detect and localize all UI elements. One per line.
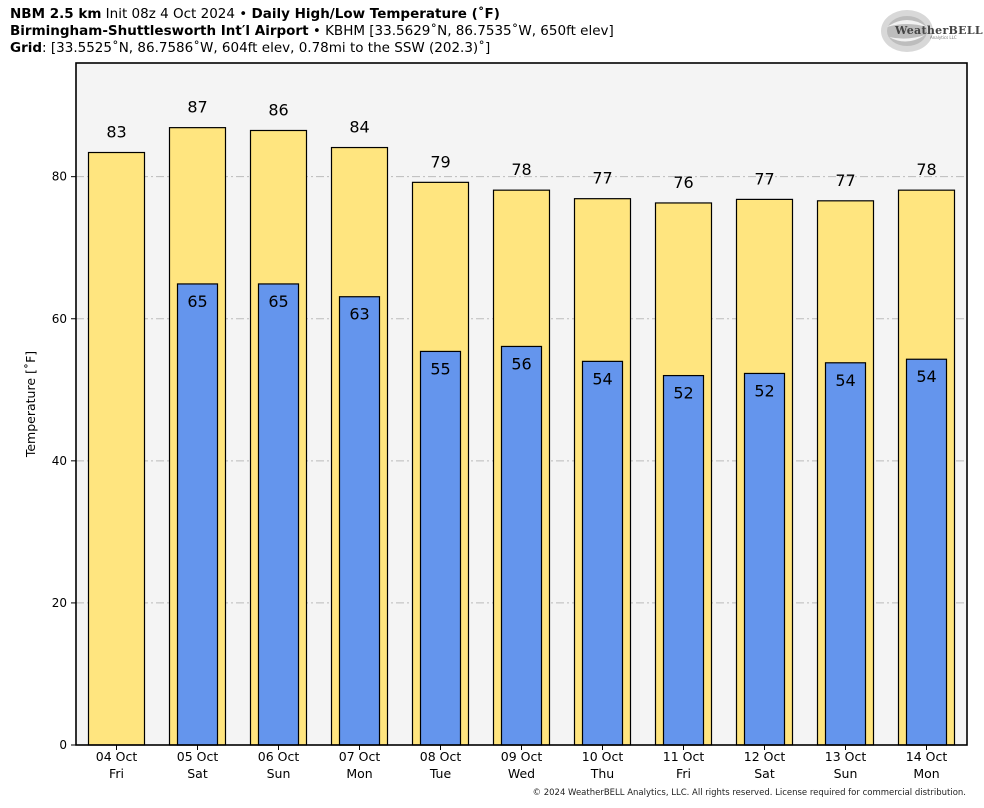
model-name: NBM 2.5 km <box>10 6 102 22</box>
x-tick-label-date: 04 Oct <box>96 749 138 764</box>
high-value-label: 77 <box>592 169 612 188</box>
high-value-label: 83 <box>106 123 126 142</box>
x-tick-label-date: 13 Oct <box>825 749 867 764</box>
x-tick-label-date: 05 Oct <box>177 749 219 764</box>
high-value-label: 87 <box>187 98 207 117</box>
low-value-label: 63 <box>349 305 369 324</box>
product-title: Daily High/Low Temperature (˚F) <box>251 6 500 22</box>
x-tick-label-day: Sat <box>187 766 208 781</box>
x-tick-label-date: 14 Oct <box>906 749 948 764</box>
low-value-label: 54 <box>592 369 612 388</box>
low-value-label: 52 <box>754 381 774 400</box>
low-bar <box>581 360 624 746</box>
high-value-label: 86 <box>268 100 288 119</box>
x-tick-label-day: Fri <box>109 766 124 781</box>
x-tick-label-day: Fri <box>676 766 691 781</box>
low-bar <box>743 372 786 746</box>
title-line-3: Grid: [33.5525˚N, 86.7586˚W, 604ft elev,… <box>10 40 490 57</box>
high-value-label: 78 <box>916 160 936 179</box>
low-bar <box>500 345 543 746</box>
x-tick-label-date: 08 Oct <box>420 749 462 764</box>
x-tick-label-date: 09 Oct <box>501 749 543 764</box>
y-tick-label: 80 <box>52 170 67 184</box>
low-bar <box>257 283 300 746</box>
x-tick-label-day: Sun <box>267 766 291 781</box>
station-name: Birmingham-Shuttlesworth Int′l Airport <box>10 23 309 39</box>
x-tick-label-day: Thu <box>590 766 614 781</box>
low-bar <box>176 283 219 746</box>
x-tick-label-day: Sun <box>834 766 858 781</box>
logo-subtext: Analytics LLC <box>930 35 957 40</box>
y-tick-label: 40 <box>52 454 67 468</box>
plot-frame <box>75 62 968 746</box>
x-tick-label-day: Mon <box>913 766 939 781</box>
low-bar <box>419 350 462 746</box>
x-tick-label-day: Mon <box>346 766 372 781</box>
high-value-label: 84 <box>349 118 369 137</box>
title-line-1: NBM 2.5 km Init 08z 4 Oct 2024 • Daily H… <box>10 6 500 23</box>
high-value-label: 79 <box>430 152 450 171</box>
y-tick-label: 60 <box>52 312 67 326</box>
x-tick-label-date: 11 Oct <box>663 749 705 764</box>
grid-label: Grid <box>10 40 43 56</box>
y-axis-label: Temperature [˚F] <box>23 351 38 458</box>
low-value-label: 55 <box>430 359 450 378</box>
low-bar <box>338 296 381 746</box>
station-info: • KBHM [33.5629˚N, 86.7535˚W, 650ft elev… <box>308 23 614 39</box>
low-value-label: 65 <box>268 292 288 311</box>
high-value-label: 77 <box>835 171 855 190</box>
x-tick-label-day: Wed <box>508 766 535 781</box>
copyright-footer: © 2024 WeatherBELL Analytics, LLC. All r… <box>532 788 966 798</box>
y-tick-label: 20 <box>52 596 67 610</box>
x-tick-label-day: Tue <box>429 766 452 781</box>
grid-info: : [33.5525˚N, 86.7586˚W, 604ft elev, 0.7… <box>42 40 491 56</box>
low-value-label: 56 <box>511 354 531 373</box>
x-tick-label-date: 07 Oct <box>339 749 381 764</box>
temperature-chart: 0 20 40 60 80 83 04 Oct Fri 87 65 05 Oct Sat 86 65 06 … <box>23 62 968 781</box>
x-tick-label-date: 10 Oct <box>582 749 624 764</box>
low-value-label: 54 <box>916 367 936 386</box>
x-tick-label-date: 06 Oct <box>258 749 300 764</box>
x-tick-label-day: Sat <box>754 766 775 781</box>
high-bar <box>87 151 146 746</box>
low-bar <box>662 374 705 746</box>
high-value-label: 78 <box>511 160 531 179</box>
low-value-label: 54 <box>835 371 855 390</box>
low-bar <box>824 362 867 746</box>
high-value-label: 77 <box>754 169 774 188</box>
low-value-label: 65 <box>187 292 207 311</box>
logo-text: WeatherBELL <box>895 24 983 37</box>
low-value-label: 52 <box>673 384 693 403</box>
title-line-2: Birmingham-Shuttlesworth Int′l Airport •… <box>10 23 614 40</box>
low-bar <box>905 358 948 746</box>
weatherbell-logo <box>881 10 933 52</box>
y-tick-label: 0 <box>59 738 67 752</box>
high-value-label: 76 <box>673 173 693 192</box>
init-time: Init 08z 4 Oct 2024 • <box>101 6 252 22</box>
x-tick-label-date: 12 Oct <box>744 749 786 764</box>
